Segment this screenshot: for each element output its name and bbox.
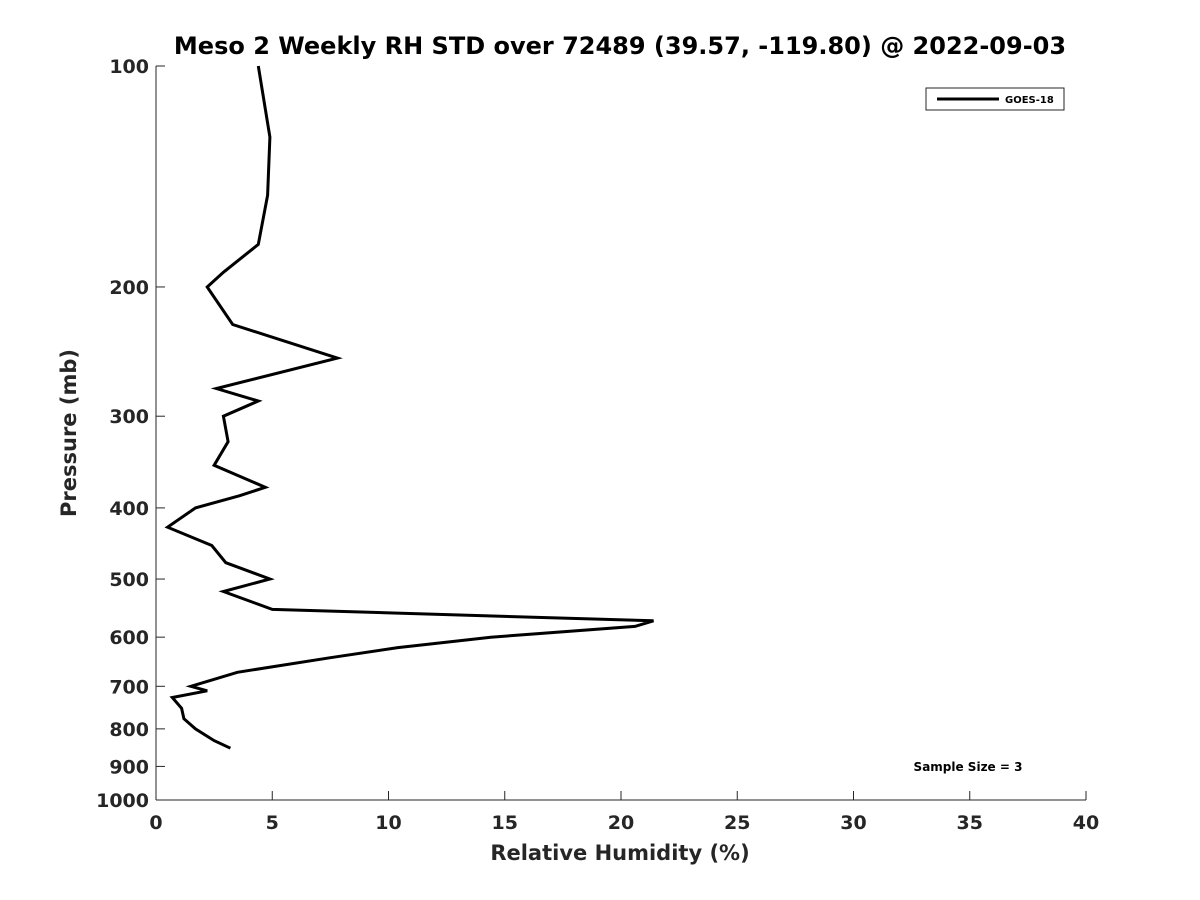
y-tick-label: 500 bbox=[109, 569, 149, 591]
y-tick-label: 100 bbox=[109, 56, 149, 78]
series-layer bbox=[164, 65, 654, 750]
x-axis-ticks: 0 5 10 15 20 25 30 35 40 bbox=[149, 791, 1099, 834]
axis-lines bbox=[155, 66, 1086, 801]
y-tick-label: 800 bbox=[109, 719, 149, 741]
x-tick-label: 25 bbox=[724, 812, 750, 834]
series-line-goes-18 bbox=[164, 65, 654, 750]
x-axis-label: Relative Humidity (%) bbox=[490, 841, 749, 865]
y-tick-label: 700 bbox=[109, 676, 149, 698]
legend[interactable]: GOES-18 bbox=[925, 87, 1065, 111]
x-tick-label: 5 bbox=[266, 812, 279, 834]
y-tick-label: 300 bbox=[109, 406, 149, 428]
x-tick-label: 15 bbox=[492, 812, 518, 834]
y-axis-ticks: 100 200 300 400 500 600 700 800 900 1000 bbox=[96, 56, 165, 812]
x-tick-label: 30 bbox=[840, 812, 866, 834]
y-tick-label: 1000 bbox=[96, 790, 149, 812]
x-tick-label: 35 bbox=[957, 812, 983, 834]
y-tick-label: 400 bbox=[109, 498, 149, 520]
plot-area: 0 5 10 15 20 25 30 35 40 100 200 300 400 500 600 700 80… bbox=[96, 56, 1099, 834]
y-axis-label: Pressure (mb) bbox=[57, 349, 81, 517]
y-tick-label: 600 bbox=[109, 627, 149, 649]
y-tick-label: 900 bbox=[109, 756, 149, 778]
legend-series-label: GOES-18 bbox=[1005, 95, 1054, 106]
x-tick-label: 0 bbox=[149, 812, 162, 834]
sample-size-annotation: Sample Size = 3 bbox=[914, 760, 1023, 774]
chart-title: Meso 2 Weekly RH STD over 72489 (39.57, … bbox=[174, 32, 1066, 60]
y-tick-label: 200 bbox=[109, 277, 149, 299]
x-tick-label: 40 bbox=[1073, 812, 1099, 834]
x-tick-label: 20 bbox=[608, 812, 634, 834]
x-tick-label: 10 bbox=[375, 812, 401, 834]
